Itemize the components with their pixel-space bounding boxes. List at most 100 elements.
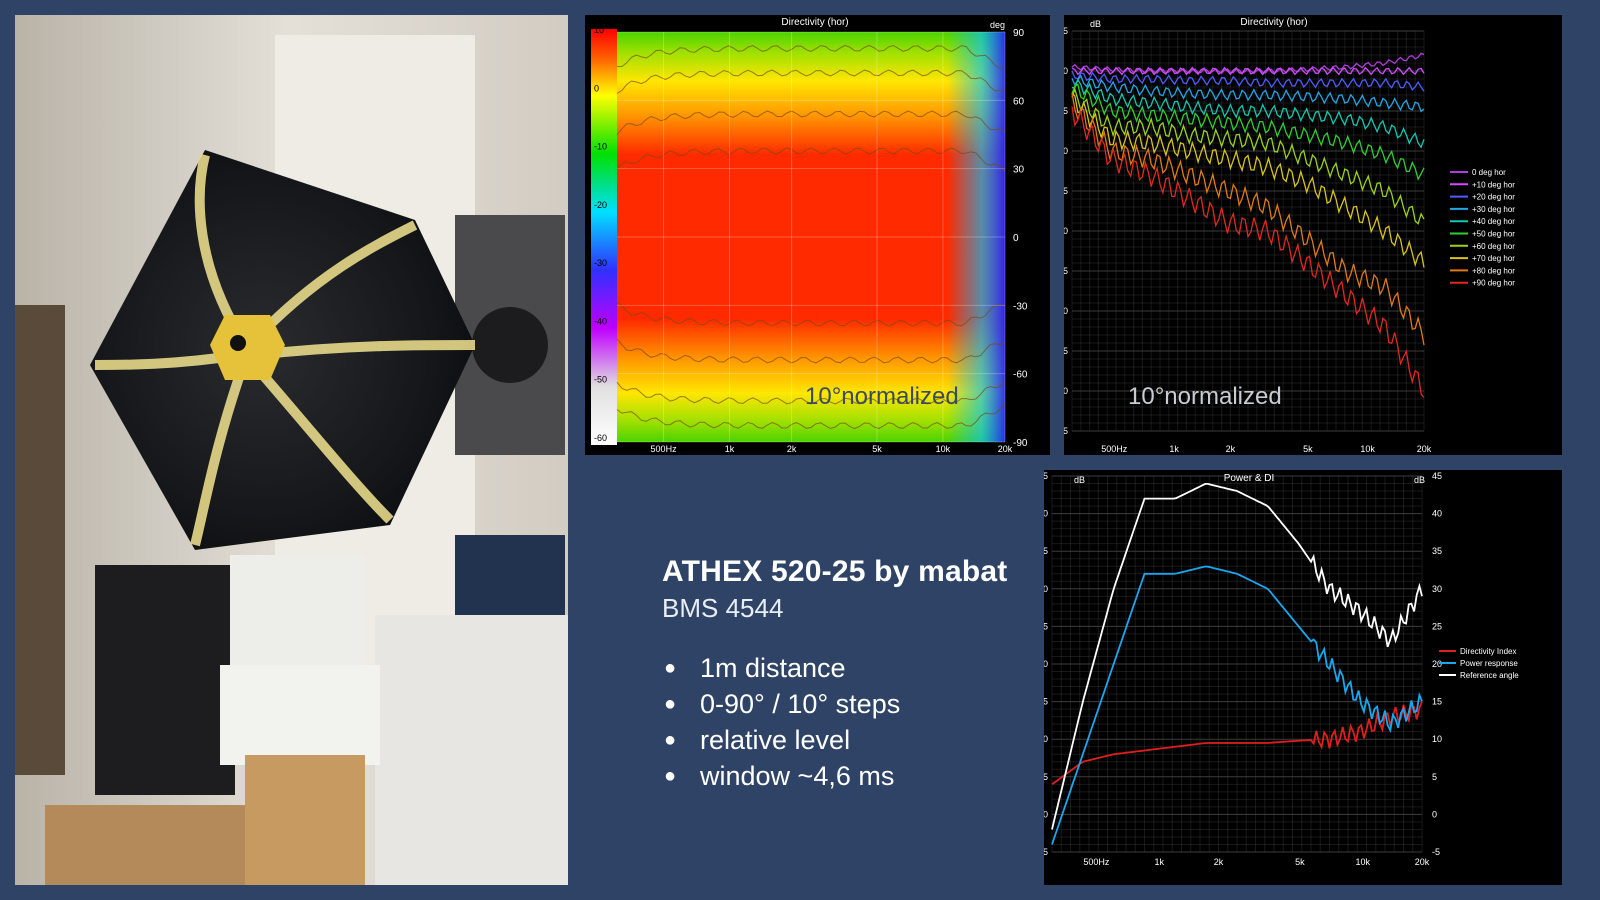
heatmap-contour — [616, 44, 1006, 69]
lines-x-tick: 1k — [1169, 444, 1179, 454]
power-series-path — [1051, 565, 1423, 845]
heatmap-y-tick: 0 — [1013, 233, 1019, 244]
power-y-tick-left: 60 — [1044, 734, 1048, 744]
power-y-tick-left: 65 — [1044, 697, 1048, 707]
lines-y-tick: -40 — [1064, 386, 1068, 396]
lines-y-tick: -10 — [1064, 146, 1068, 156]
power-x-tick: 20k — [1415, 857, 1430, 867]
power-y-tick-left: 70 — [1044, 659, 1048, 669]
heatmap-y-tick: -60 — [1013, 370, 1028, 381]
power-y-tick-right: 40 — [1432, 509, 1442, 519]
legend-label: +90 deg hor — [1472, 279, 1515, 288]
lines-x-tick: 20k — [1417, 444, 1432, 454]
lines-y-tick: 0 — [1064, 66, 1068, 76]
lines-series-path — [1071, 106, 1425, 398]
heatmap-x-tick: 1k — [725, 444, 735, 454]
heatmap-scale-tick: -20 — [594, 200, 607, 210]
power-di-chart: Power & DI dB dB 9590858075706560555045 … — [1038, 470, 1562, 885]
legend-label: +70 deg hor — [1472, 254, 1515, 263]
driver-model: BMS 4544 — [662, 593, 784, 623]
lines-series-path — [1071, 70, 1425, 92]
note-item: ● 1m distance — [664, 653, 846, 683]
power-x-tick: 10k — [1356, 857, 1371, 867]
heatmap-x-tick: 20k — [998, 444, 1013, 454]
power-y-tick-right: 35 — [1432, 546, 1442, 556]
power-y-tick-right: -5 — [1432, 847, 1440, 857]
lines-y-tick: -15 — [1064, 186, 1068, 196]
lines-series-path — [1071, 66, 1425, 76]
legend-label: +50 deg hor — [1472, 230, 1515, 239]
note-item: ● 0-90° / 10° steps — [664, 689, 901, 719]
lines-y-tick: -20 — [1064, 226, 1068, 236]
power-x-tick: 2k — [1214, 857, 1224, 867]
lines-series-path — [1071, 92, 1425, 346]
directivity-heatmap: Directivity (hor) deg 10 0 -10 -20 -30 -40 -50… — [585, 15, 1050, 455]
power-x-tick: 500Hz — [1083, 857, 1110, 867]
power-y-tick-right: 45 — [1432, 471, 1442, 481]
power-y-tick-right: 10 — [1432, 734, 1442, 744]
heatmap-scale-tick: -10 — [594, 142, 607, 152]
power-x-tick: 5k — [1295, 857, 1305, 867]
heatmap-contour — [616, 402, 1006, 430]
heatmap-y-tick: 90 — [1013, 28, 1025, 39]
heatmap-contour — [616, 380, 1006, 405]
heatmap-contour — [616, 69, 1006, 94]
heatmap-contour — [616, 302, 1006, 327]
power-unit-left: dB — [1074, 475, 1085, 485]
lines-y-tick: -35 — [1064, 346, 1068, 356]
heatmap-scale-tick: 0 — [594, 83, 599, 93]
heatmap-deg-unit: deg — [990, 20, 1005, 30]
lines-y-tick: -5 — [1064, 106, 1068, 116]
legend-label: +30 deg hor — [1472, 205, 1515, 214]
power-y-tick-right: 25 — [1432, 621, 1442, 631]
legend-label: Reference angle — [1460, 671, 1519, 680]
lines-x-tick: 500Hz — [1101, 444, 1128, 454]
lines-x-tick: 2k — [1226, 444, 1236, 454]
legend-label: Directivity Index — [1460, 647, 1516, 656]
legend-label: +60 deg hor — [1472, 242, 1515, 251]
heatmap-contour — [616, 110, 1006, 136]
heatmap-scale-tick: 10 — [594, 25, 604, 35]
heatmap-y-tick: 30 — [1013, 165, 1025, 176]
color-scale-bar — [591, 29, 617, 445]
legend-label: +20 deg hor — [1472, 193, 1515, 202]
directivity-line-chart: Directivity (hor) dB 5 0 -5 -10 -15 -20 -25 -30… — [1055, 15, 1562, 455]
heatmap-scale-tick: -30 — [594, 258, 607, 268]
power-y-tick-right: 15 — [1432, 697, 1442, 707]
power-series-path — [1051, 483, 1423, 830]
power-title: Power & DI — [1224, 473, 1275, 484]
power-series-path — [1051, 701, 1423, 786]
power-y-tick-right: 20 — [1432, 659, 1442, 669]
info-block: ATHEX 520-25 by mabat BMS 4544 ● 1m dista… — [662, 555, 1007, 794]
legend-label: +10 deg hor — [1472, 180, 1515, 189]
lines-series-path — [1071, 92, 1425, 268]
heatmap-contour — [616, 338, 1006, 364]
power-y-tick-left: 55 — [1044, 772, 1048, 782]
lines-y-tick: 5 — [1064, 26, 1068, 36]
legend-label: +40 deg hor — [1472, 217, 1515, 226]
lines-y-tick: -30 — [1064, 306, 1068, 316]
heatmap-y-tick: -90 — [1013, 438, 1028, 449]
lines-series-path — [1071, 78, 1425, 149]
heatmap-y-tick: -30 — [1013, 301, 1028, 312]
heatmap-x-tick: 5k — [872, 444, 882, 454]
legend-label: +80 deg hor — [1472, 266, 1515, 275]
power-y-tick-right: 30 — [1432, 584, 1442, 594]
note-item: ● window ~4,6 ms — [664, 761, 895, 791]
lines-series-path — [1071, 83, 1425, 181]
power-x-tick: 1k — [1155, 857, 1165, 867]
power-y-tick-left: 85 — [1044, 546, 1048, 556]
heatmap-scale-tick: -40 — [594, 316, 607, 326]
lines-x-tick: 5k — [1303, 444, 1313, 454]
lines-series-path — [1071, 87, 1425, 225]
power-y-tick-left: 45 — [1044, 847, 1048, 857]
power-y-tick-left: 95 — [1044, 471, 1048, 481]
power-y-tick-right: 0 — [1432, 809, 1437, 819]
heatmap-x-tick: 10k — [936, 444, 951, 454]
heatmap-scale-tick: -50 — [594, 375, 607, 385]
speaker-title: ATHEX 520-25 by mabat — [662, 555, 1008, 588]
power-y-tick-right: 5 — [1432, 772, 1437, 782]
power-y-tick-left: 90 — [1044, 509, 1048, 519]
heatmap-x-tick: 2k — [787, 444, 797, 454]
note-item: ● relative level — [664, 725, 851, 755]
